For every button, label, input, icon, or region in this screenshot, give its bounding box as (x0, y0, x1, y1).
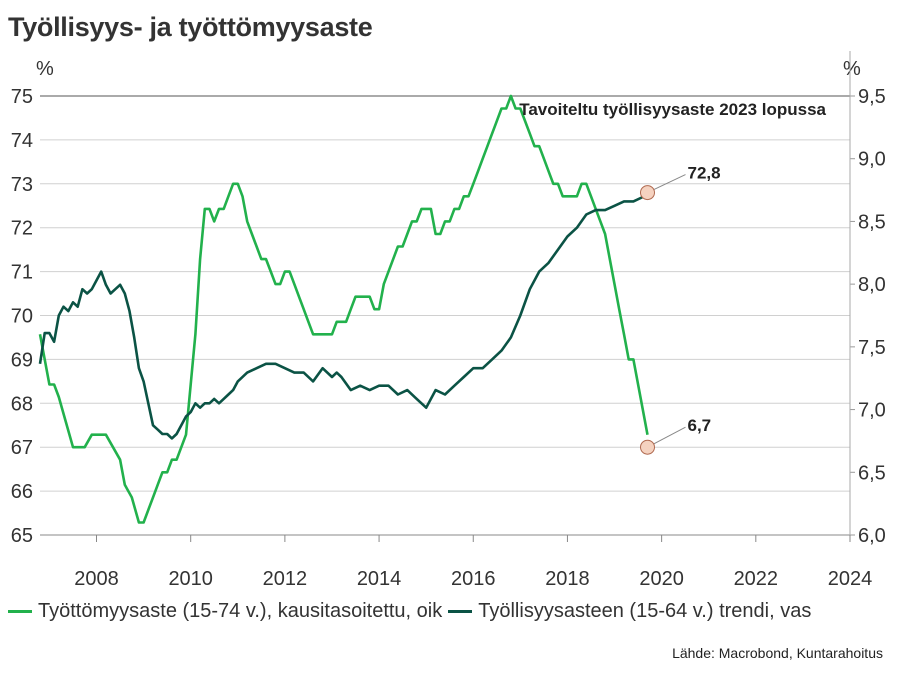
legend-label-unemployment: Työttömyysaste (15-74 v.), kausitasoitet… (38, 600, 443, 622)
annotation-marker (640, 439, 655, 455)
x-tick-label: 2024 (828, 568, 873, 590)
y-left-tick-label: 69 (11, 349, 33, 371)
x-tick-label: 2008 (74, 568, 119, 590)
unemployment-line (38, 94, 649, 524)
y-left-tick-label: 74 (11, 130, 33, 152)
y-left-tick-label: 72 (11, 218, 33, 240)
y-right-tick-label: 8,5 (858, 211, 886, 233)
annotation-label: 72,8 (688, 164, 721, 183)
x-tick-label: 2016 (451, 568, 496, 590)
y-right-tick-label: 9,5 (858, 86, 886, 108)
axes: 65 66 67 68 69 70 71 72 73 74 75 6,0 6,5 7,0 7,5 8,0 8,5… (11, 51, 886, 590)
y-left-tick-label: 68 (11, 393, 33, 415)
y-left-tick-label: 73 (11, 174, 33, 196)
legend: Työttömyysaste (15-74 v.), kausitasoitet… (8, 600, 817, 623)
legend-item-unemployment: Työttömyysaste (15-74 v.), kausitasoitet… (8, 600, 442, 623)
x-tick-label: 2022 (734, 568, 779, 590)
y-right-unit: % (843, 58, 861, 80)
legend-label-employment: Työllisyysasteen (15-64 v.) trendi, vas (478, 600, 812, 622)
employment-line (38, 191, 649, 440)
x-tick-label: 2018 (545, 568, 590, 590)
legend-item-employment: Työllisyysasteen (15-64 v.) trendi, vas (448, 600, 811, 623)
y-left-unit: % (36, 58, 54, 80)
y-left-tick-label: 70 (11, 306, 33, 328)
y-left-tick-label: 65 (11, 525, 33, 547)
target-label: Tavoiteltu työllisyysaste 2023 lopussa (519, 100, 826, 119)
y-right-tick-label: 7,5 (858, 337, 886, 359)
annotation-marker (640, 185, 655, 201)
legend-swatch-employment (448, 610, 473, 613)
y-right-tick-label: 8,0 (858, 274, 886, 296)
y-right-tick-label: 9,0 (858, 149, 886, 171)
annotations: Tavoiteltu työllisyysaste 2023 lopussa 72… (519, 100, 827, 455)
x-tick-label: 2020 (639, 568, 684, 590)
y-right-tick-label: 7,0 (858, 400, 886, 422)
y-right-tick-label: 6,0 (858, 525, 886, 547)
series-lines (38, 94, 649, 524)
x-tick-label: 2014 (357, 568, 402, 590)
y-right-tick-label: 6,5 (858, 462, 886, 484)
grid-lines (40, 95, 850, 536)
chart-title: Työllisyys- ja työttömyysaste (8, 12, 373, 42)
annotation-label: 6,7 (688, 416, 712, 435)
y-left-tick-label: 71 (11, 262, 33, 284)
y-left-tick-label: 67 (11, 437, 33, 459)
y-left-tick-label: 75 (11, 86, 33, 108)
y-left-tick-label: 66 (11, 481, 33, 503)
x-tick-label: 2010 (168, 568, 213, 590)
source-note: Lähde: Macrobond, Kuntarahoitus (672, 645, 883, 661)
legend-swatch-unemployment (8, 610, 32, 613)
x-tick-label: 2012 (263, 568, 308, 590)
